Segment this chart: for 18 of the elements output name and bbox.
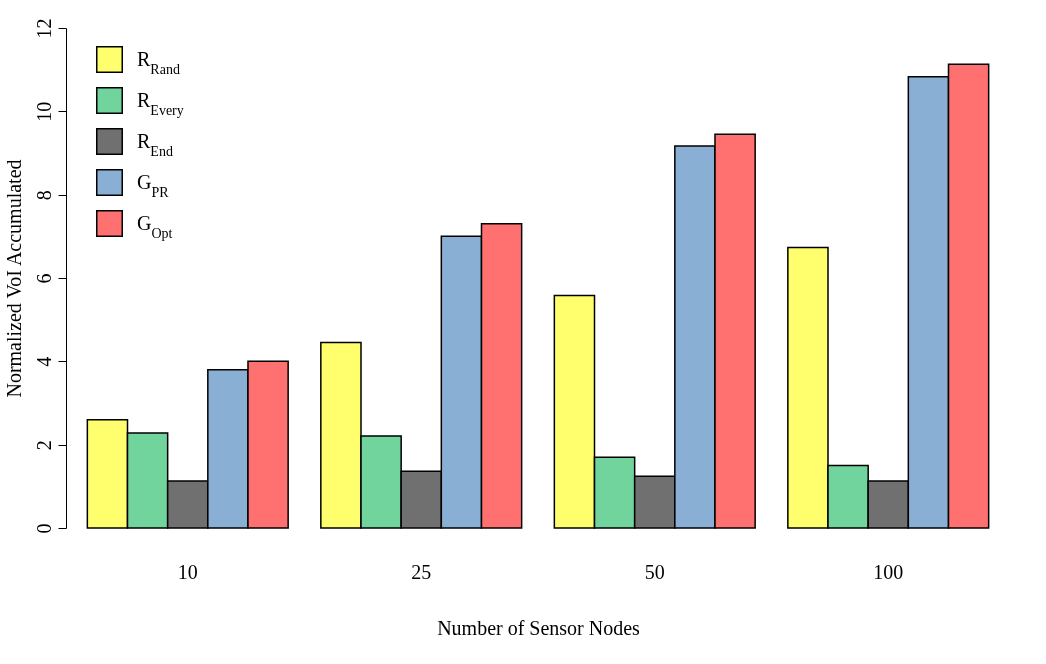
y-tick-label: 10 <box>32 101 55 122</box>
y-tick-label: 8 <box>32 190 55 201</box>
legend-label: R$_{Every}$ <box>137 88 184 117</box>
x-tick-label: 10 <box>177 560 198 583</box>
legend-label: R$_{End}$ <box>137 129 173 158</box>
legend-label: R$_{Rand}$ <box>137 47 180 76</box>
y-tick-label: 6 <box>32 273 55 284</box>
x-tick-label: 50 <box>644 560 665 583</box>
legend-label: G$_{PR}$ <box>137 170 170 199</box>
y-tick-label: 4 <box>32 356 55 367</box>
y-tick-label: 2 <box>32 440 55 451</box>
x-tick-label: 25 <box>411 560 432 583</box>
x-axis-title: Number of Sensor Nodes <box>437 616 641 639</box>
y-tick-label: 0 <box>32 523 55 534</box>
y-tick-label: 12 <box>32 18 55 39</box>
y-axis-title: Normalized VoI Accumulated <box>2 159 25 398</box>
legend-label: G$_{Opt}$ <box>137 211 173 240</box>
x-tick-label: 100 <box>873 560 904 583</box>
